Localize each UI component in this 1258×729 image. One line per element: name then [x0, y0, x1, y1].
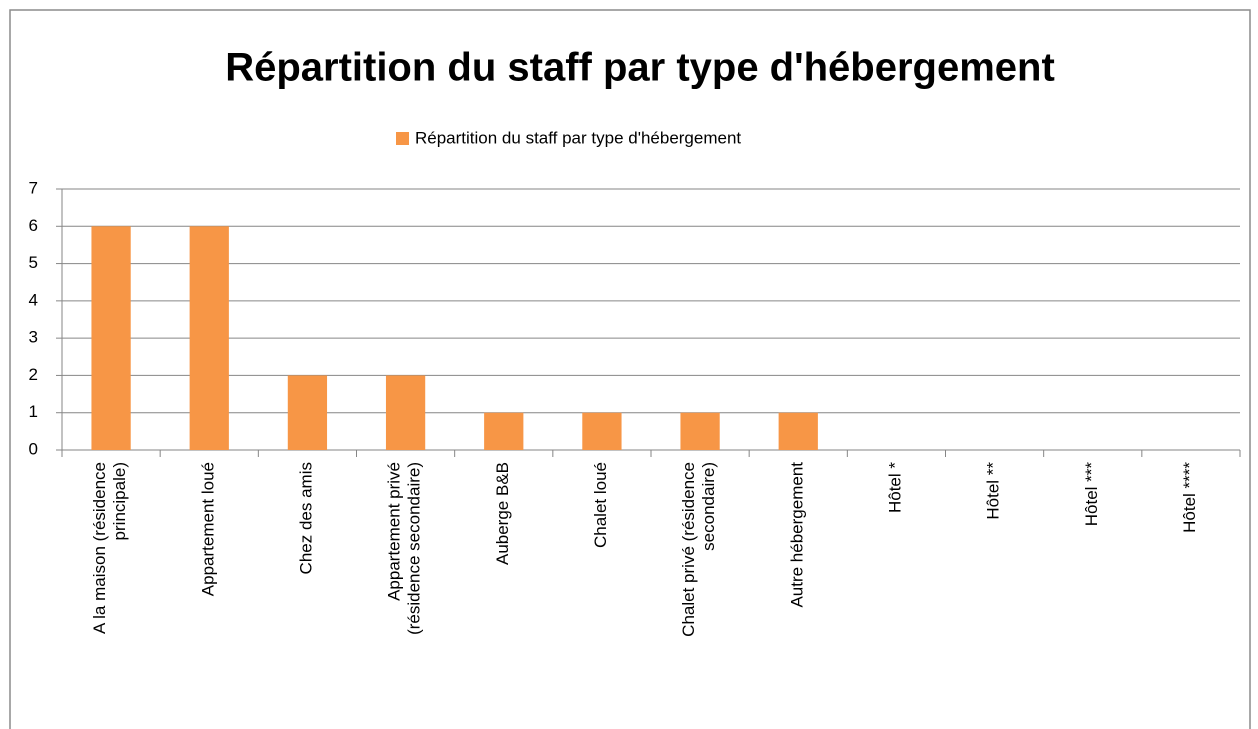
y-tick-label: 1 [29, 402, 38, 421]
legend-label: Répartition du staff par type d'hébergem… [415, 128, 741, 147]
y-tick-label: 4 [29, 290, 38, 309]
bar [287, 375, 328, 450]
x-tick-label: Chalet privé (résidencesecondaire) [680, 462, 719, 637]
y-tick-label: 7 [29, 178, 38, 197]
x-tick-label: Chalet loué [591, 462, 610, 548]
y-tick-label: 5 [29, 253, 38, 272]
x-tick-label: Chez des amis [297, 462, 316, 574]
x-tick-label: Auberge B&B [493, 462, 512, 565]
x-tick-label: A la maison (résidenceprincipale) [91, 462, 130, 634]
chart-border [9, 9, 1251, 729]
x-tick-label: Autre hébergement [788, 462, 807, 608]
bar [189, 226, 229, 450]
y-tick-label: 0 [29, 439, 38, 458]
x-tick-label: Appartement privé(résidence secondaire) [385, 462, 424, 635]
x-tick-label: Hôtel * [886, 462, 905, 513]
bar [582, 412, 622, 450]
bar [484, 412, 524, 450]
x-tick-label: Hôtel *** [1082, 462, 1101, 527]
x-tick-label: Appartement loué [199, 462, 218, 596]
bar [385, 375, 426, 450]
y-tick-label: 3 [29, 328, 38, 347]
y-tick-label: 2 [29, 365, 38, 384]
x-tick-label: Hôtel ** [984, 462, 1003, 520]
chart-title: Répartition du staff par type d'hébergem… [225, 46, 1055, 90]
legend-swatch [396, 132, 409, 145]
bar [680, 412, 720, 450]
bar [91, 226, 131, 450]
y-tick-label: 6 [29, 216, 38, 235]
x-tick-label: Hôtel **** [1180, 462, 1199, 533]
bar [778, 412, 818, 450]
